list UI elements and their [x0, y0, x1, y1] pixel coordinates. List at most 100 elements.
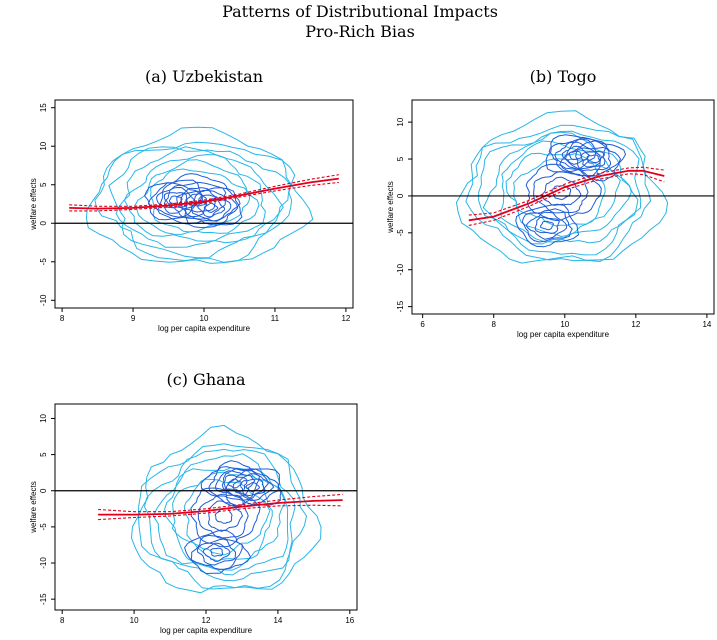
density-contour: [222, 467, 282, 507]
y-tick-label: -15: [396, 300, 405, 312]
panel-title: (a) Uzbekistan: [145, 67, 263, 86]
y-tick-label: 0: [39, 220, 48, 225]
density-contour: [94, 141, 296, 264]
density-contour: [559, 136, 627, 182]
y-tick-label: 10: [39, 141, 48, 150]
density-contour: [539, 220, 554, 231]
density-contour: [500, 140, 632, 243]
x-tick-label: 14: [702, 320, 711, 329]
confidence-band-line: [69, 174, 339, 207]
density-contour: [478, 130, 642, 256]
density-contour: [143, 448, 296, 582]
x-tick-label: 8: [60, 616, 65, 625]
chart-panel: (c) Ghana 8 10 12 14 16 -15 -10 -5 0 5 10 log per ca…: [29, 370, 358, 635]
x-axis-label: log per capita expenditure: [160, 626, 253, 635]
density-contour: [202, 542, 231, 562]
plot-frame: [54, 403, 358, 611]
x-tick-label: 8: [491, 320, 496, 329]
y-tick-label: -10: [396, 263, 405, 275]
density-contour: [225, 468, 280, 507]
density-contour: [534, 216, 560, 235]
y-tick-label: -15: [39, 593, 48, 605]
y-tick-label: 0: [39, 488, 48, 493]
y-tick-label: 5: [39, 182, 48, 187]
confidence-band-line: [98, 493, 343, 513]
y-tick-label: -5: [39, 258, 48, 266]
y-tick-label: 10: [396, 117, 405, 126]
plot-frame: [411, 99, 715, 315]
density-contour: [108, 146, 291, 259]
density-contour: [215, 470, 256, 497]
y-tick-label: -5: [39, 523, 48, 531]
y-axis-label: welfare effects: [29, 481, 38, 533]
panel-title: (c) Ghana: [167, 370, 246, 389]
x-tick-label: 11: [271, 314, 280, 323]
fit-line: [468, 169, 665, 222]
panel-title: (b) Togo: [530, 67, 597, 86]
x-tick-label: 12: [631, 320, 640, 329]
x-tick-label: 6: [420, 320, 425, 329]
density-contour: [580, 150, 606, 168]
y-tick-label: -10: [39, 557, 48, 569]
x-tick-label: 12: [341, 314, 350, 323]
plot-area: [98, 424, 343, 594]
density-contour: [137, 443, 308, 590]
y-tick-label: -10: [39, 294, 48, 306]
density-contour: [196, 538, 237, 566]
y-tick-label: 5: [396, 156, 405, 161]
confidence-band-line: [98, 504, 343, 521]
density-contour: [184, 190, 239, 226]
y-tick-label: 15: [39, 103, 48, 112]
x-axis-label: log per capita expenditure: [158, 324, 251, 333]
density-contour: [232, 473, 275, 502]
y-tick-label: 0: [396, 193, 405, 198]
density-contour: [85, 126, 314, 263]
density-contour: [565, 140, 622, 177]
density-contour: [123, 154, 266, 242]
figure-subtitle: Pro-Rich Bias: [305, 22, 415, 41]
plot-area: [69, 126, 339, 264]
fit-line: [69, 177, 339, 210]
density-contour: [541, 176, 582, 206]
density-contour: [180, 187, 243, 229]
y-axis-label: welfare effects: [386, 181, 395, 233]
x-axis-label: log per capita expenditure: [517, 330, 610, 339]
density-contour: [210, 547, 224, 557]
plot-area: [455, 110, 669, 264]
y-tick-label: 5: [39, 452, 48, 457]
density-contour: [575, 146, 612, 172]
density-contour: [455, 110, 669, 264]
x-tick-label: 16: [345, 616, 354, 625]
density-contour: [548, 138, 602, 173]
x-tick-label: 8: [60, 314, 65, 323]
density-contour: [144, 179, 208, 221]
density-contour: [239, 478, 266, 497]
density-contour: [190, 487, 261, 548]
confidence-band-line: [468, 173, 665, 226]
chart-panel: (a) Uzbekistan 8 9 10 11 12 -10 -5 0 5 10 15 log per…: [29, 67, 354, 333]
x-tick-label: 12: [202, 616, 211, 625]
density-contour: [190, 534, 243, 570]
x-tick-label: 9: [131, 314, 136, 323]
density-contour: [203, 202, 219, 213]
plot-frame: [54, 99, 354, 309]
density-contour: [134, 159, 260, 235]
density-contour: [465, 124, 652, 263]
density-contour: [525, 211, 568, 240]
x-tick-label: 10: [130, 616, 139, 625]
y-axis-label: welfare effects: [29, 178, 38, 230]
density-contour: [521, 208, 573, 243]
density-contour: [157, 173, 241, 225]
density-contour: [568, 150, 583, 161]
density-contour: [152, 453, 289, 576]
figure-title: Patterns of Distributional Impacts: [222, 2, 498, 21]
density-contour: [586, 154, 600, 164]
x-tick-label: 10: [200, 314, 209, 323]
y-tick-label: 10: [39, 413, 48, 422]
fit-line: [98, 499, 343, 516]
density-contour: [184, 529, 252, 575]
confidence-band-line: [468, 166, 665, 216]
confidence-band-line: [69, 181, 339, 212]
